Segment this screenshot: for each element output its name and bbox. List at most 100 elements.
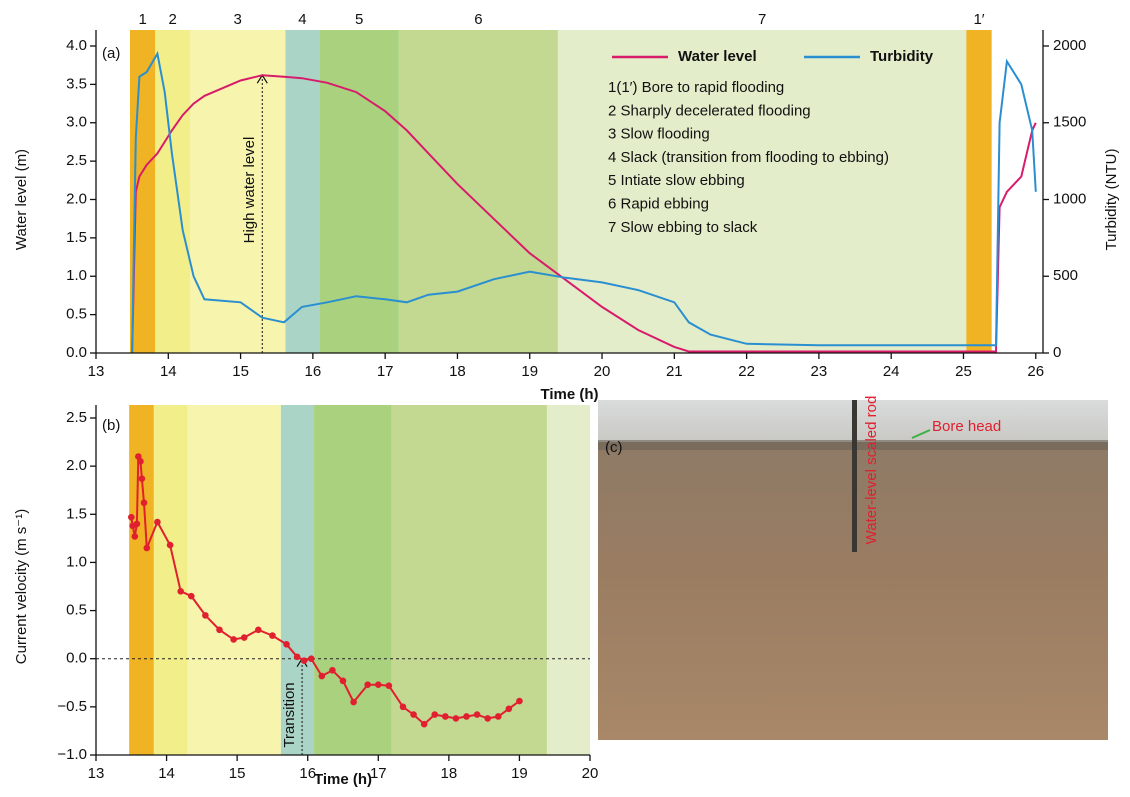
data-point (385, 682, 393, 689)
data-point (140, 499, 148, 507)
y-tick-label: 1.0 (66, 553, 87, 570)
pointer (911, 429, 931, 439)
x-tick-label: 16 (305, 363, 322, 380)
phase-band (966, 30, 992, 353)
phase-band (187, 405, 281, 755)
data-point (410, 711, 417, 718)
series-line (131, 74, 1037, 354)
y2-tick-label: 1000 (1053, 190, 1086, 207)
data-point (318, 672, 326, 680)
annotation-text: High water level (241, 137, 258, 244)
x-tick-label: 23 (811, 363, 828, 380)
y-axis-label: Water level (m) (13, 149, 30, 250)
phase-band (129, 405, 154, 755)
y-tick-label: 1.5 (66, 229, 87, 246)
x-axis-label: Time (h) (314, 771, 372, 788)
x-tick-label: 17 (377, 363, 394, 380)
data-point (131, 533, 139, 540)
data-point (187, 592, 195, 600)
y-axis-label: Current velocity (m s⁻¹) (13, 509, 30, 664)
legend-label: Turbidity (870, 48, 934, 65)
y2-tick-label: 1500 (1053, 114, 1086, 131)
phase-label: 4 (298, 11, 306, 28)
phase-band (189, 30, 286, 353)
phase-band (285, 30, 320, 353)
phase-band (153, 405, 188, 755)
y-tick-label: 0.5 (66, 306, 87, 323)
y2-axis-label: Turbidity (NTU) (1103, 149, 1120, 251)
data-point (230, 636, 237, 643)
photo-label: Water-level scaled rod (863, 396, 880, 545)
phase-band (314, 405, 392, 755)
data-point (154, 518, 161, 526)
data-point (127, 513, 135, 521)
data-point (137, 458, 144, 465)
phase-label: 6 (474, 11, 482, 28)
data-point (516, 697, 523, 705)
y-tick-label: 1.0 (66, 267, 87, 284)
data-point (177, 588, 184, 595)
phase-label: 7 (758, 11, 766, 28)
data-point (420, 720, 428, 728)
data-point (494, 713, 502, 720)
x-tick-label: 20 (594, 363, 611, 380)
phase-note: 1(1′) Bore to rapid flooding (608, 79, 784, 96)
data-point (307, 655, 315, 663)
data-point (216, 626, 223, 634)
legend-label: Water level (678, 48, 757, 65)
data-point (505, 705, 513, 713)
data-point (269, 632, 276, 639)
phase-note: 2 Sharply decelerated flooding (608, 102, 811, 119)
x-tick-label: 20 (582, 765, 599, 782)
y-tick-label: 3.5 (66, 75, 87, 92)
data-point (283, 640, 290, 648)
data-point (364, 681, 372, 689)
series-line (131, 50, 1037, 354)
x-tick-label: 19 (521, 363, 538, 380)
y-tick-label: 1.5 (66, 505, 87, 522)
x-tick-label: 17 (370, 765, 387, 782)
x-tick-label: 22 (738, 363, 755, 380)
data-point (484, 715, 491, 722)
phase-band (557, 30, 967, 353)
phase-note: 3 Slow flooding (608, 126, 710, 143)
x-tick-label: 14 (158, 765, 175, 782)
data-point (293, 653, 301, 661)
phase-label: 1 (138, 11, 146, 28)
data-point (202, 612, 209, 619)
data-point (452, 715, 460, 722)
phase-band (280, 405, 315, 755)
phase-note: 6 Rapid ebbing (608, 195, 709, 212)
phase-note: 4 Slack (transition from flooding to ebb… (608, 149, 889, 166)
phase-band (155, 30, 190, 353)
data-point (431, 711, 439, 718)
data-point (143, 544, 151, 552)
data-point (399, 703, 407, 711)
phase-band (546, 405, 590, 755)
x-tick-label: 25 (955, 363, 972, 380)
phase-label: 2 (168, 11, 176, 28)
data-point (329, 666, 336, 674)
phase-band (398, 30, 558, 353)
phase-note: 5 Intiate slow ebbing (608, 172, 745, 189)
photo-label: Bore head (932, 418, 1001, 435)
y-tick-label: 2.5 (66, 409, 87, 426)
data-point (339, 677, 347, 685)
panel-label: (b) (102, 417, 120, 434)
y-tick-label: 0.0 (66, 650, 87, 667)
x-tick-label: 15 (232, 363, 249, 380)
phase-label: 1′ (973, 11, 984, 28)
y-tick-label: 2.5 (66, 152, 87, 169)
x-axis-label: Time (h) (540, 386, 598, 403)
phase-band (319, 30, 399, 353)
y-tick-label: 2.0 (66, 457, 87, 474)
y-tick-label: −0.5 (57, 698, 87, 715)
plot-area (129, 405, 590, 755)
phase-band (391, 405, 547, 755)
panel-label: (a) (102, 45, 120, 62)
data-point (463, 713, 470, 720)
y2-tick-label: 500 (1053, 267, 1078, 284)
data-point (133, 520, 141, 528)
y2-tick-label: 2000 (1053, 37, 1086, 54)
